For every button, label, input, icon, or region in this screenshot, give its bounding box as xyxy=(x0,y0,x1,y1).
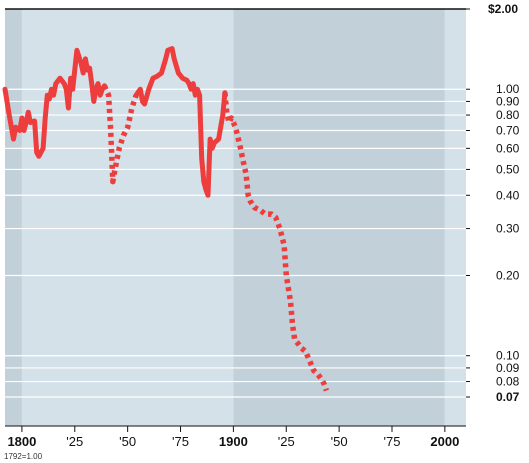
series-line-dashed xyxy=(222,92,330,392)
x-axis-ticks: 1800 '25 '50 '75 1900 '25 '50 '75 2000 xyxy=(5,425,466,449)
y-tick-label: 0.90 xyxy=(496,94,520,108)
gridlines xyxy=(5,8,470,398)
y-tick-label: 0.30 xyxy=(496,222,520,236)
x-tick-label: 1800 xyxy=(7,434,36,449)
footnote: 1792=1.00 xyxy=(4,452,43,461)
y-tick-label: 1.00 xyxy=(496,82,520,96)
x-tick-label: '50 xyxy=(331,434,348,449)
y-tick-label: 0.07 xyxy=(496,390,520,404)
x-tick-label: 1900 xyxy=(219,434,248,449)
y-tick-label: 0.20 xyxy=(496,268,520,282)
x-tick-label: '25 xyxy=(278,434,295,449)
y-tick-label: 0.08 xyxy=(496,375,520,389)
y-tick-label: $2.00 xyxy=(488,2,518,16)
y-tick-label: 0.60 xyxy=(496,141,520,155)
series-line-solid xyxy=(2,47,107,159)
shaded-periods xyxy=(5,9,466,426)
y-tick-label: 0.70 xyxy=(496,124,520,138)
x-tick-label: 2000 xyxy=(430,434,459,449)
shaded-period xyxy=(21,9,234,426)
y-tick-label: 0.10 xyxy=(496,349,520,363)
series-line-solid xyxy=(133,46,228,198)
x-tick-label: '25 xyxy=(66,434,83,449)
series-line-dashed xyxy=(101,84,139,185)
shaded-period xyxy=(233,9,445,426)
shaded-period xyxy=(444,9,466,426)
x-tick-label: '50 xyxy=(119,434,136,449)
y-axis-ticks: $2.00 1.000.900.80 0.70 0.60 0.50 0.40 0.30 0.2… xyxy=(488,2,520,404)
y-tick-label: 0.50 xyxy=(496,162,520,176)
y-tick-label: 0.40 xyxy=(496,188,520,202)
shaded-period xyxy=(5,9,22,426)
x-tick-label: '75 xyxy=(172,434,189,449)
series xyxy=(2,46,330,392)
y-tick-label: 0.09 xyxy=(496,361,520,375)
x-tick-label: '75 xyxy=(384,434,401,449)
y-tick-label: 0.80 xyxy=(496,108,520,122)
